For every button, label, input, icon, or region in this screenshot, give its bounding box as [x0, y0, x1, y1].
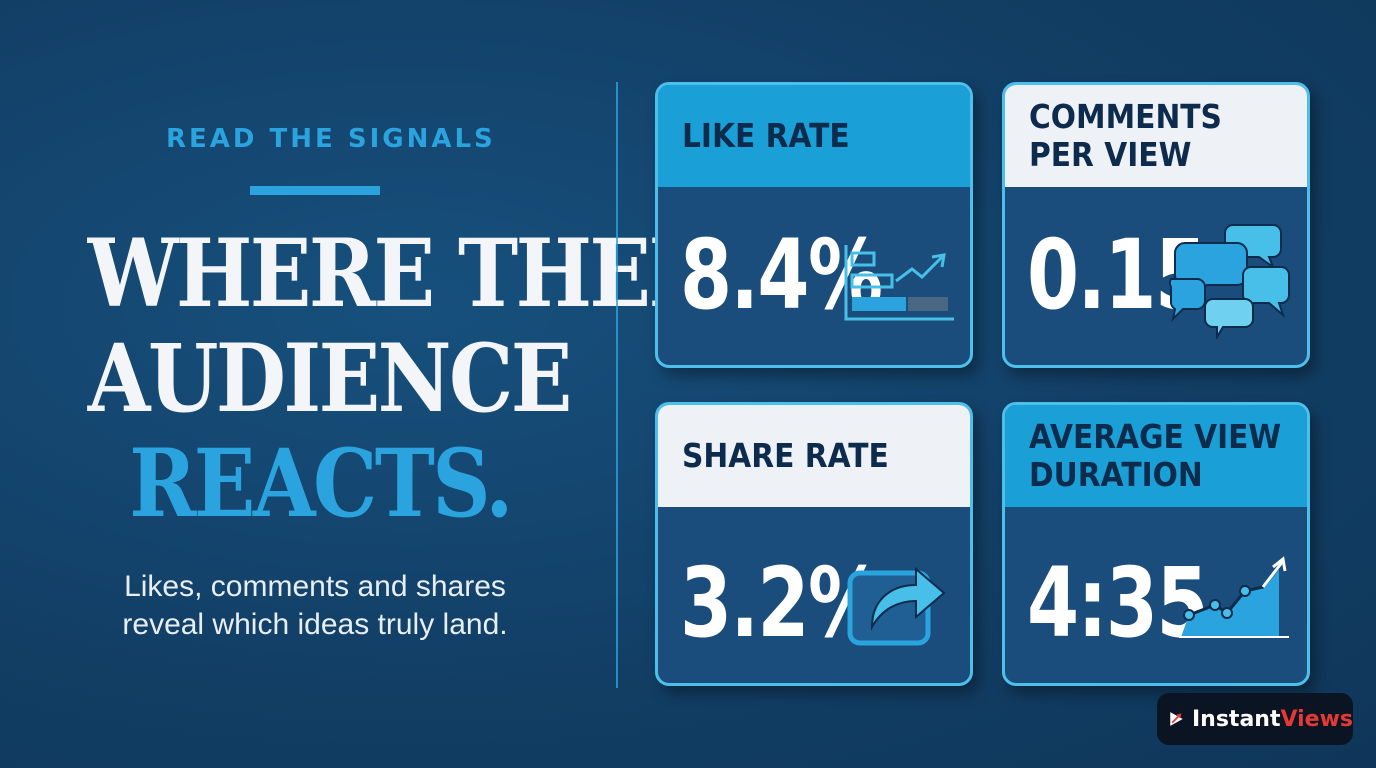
like-rate-value: 8.4% [680, 219, 883, 331]
subtext: Likes, comments and shares reveal which … [60, 568, 570, 644]
bar-chart-trend-icon [844, 245, 954, 321]
headline-line-1: WHERE THEIR [87, 219, 751, 329]
chat-bubbles-icon [1168, 224, 1290, 339]
average-view-duration-title-line-1: AVERAGE VIEW [1029, 417, 1282, 456]
headline-line-2: AUDIENCE [87, 324, 573, 434]
average-view-duration-value: 4:35 [1027, 547, 1209, 659]
share-arrow-icon [847, 566, 946, 646]
headline: WHERE THEIR AUDIENCE REACTS. [87, 219, 751, 539]
line-chart-up-icon [1179, 556, 1289, 638]
instantviews-logo: InstantViews [1157, 693, 1353, 745]
headline-line-3: REACTS. [129, 429, 513, 539]
logo-wordmark-part-2: Views [1280, 706, 1353, 732]
like-rate-title: LIKE RATE [682, 116, 850, 155]
comments-per-view-card: COMMENTS PER VIEW 0.15 [1002, 82, 1310, 368]
play-arrow-logo-icon [1170, 712, 1183, 726]
logo-wordmark: InstantViews [1192, 707, 1353, 732]
comments-per-view-card-header: COMMENTS PER VIEW [1005, 85, 1307, 187]
logo-wordmark-part-1: Instant [1191, 706, 1281, 732]
share-rate-card-header: SHARE RATE [658, 405, 970, 507]
subtext-line-2: reveal which ideas truly land. [122, 608, 508, 641]
subtext-line-1: Likes, comments and shares [124, 570, 506, 603]
vertical-divider [616, 82, 618, 688]
comments-per-view-title-line-2: PER VIEW [1029, 135, 1192, 174]
average-view-duration-title-line-2: DURATION [1029, 455, 1203, 494]
average-view-duration-card-header: AVERAGE VIEW DURATION [1005, 405, 1307, 507]
share-rate-card: SHARE RATE 3.2% [655, 402, 973, 686]
eyebrow-label: READ THE SIGNALS [166, 124, 496, 154]
average-view-duration-card: AVERAGE VIEW DURATION 4:35 [1002, 402, 1310, 686]
like-rate-card: LIKE RATE 8.4% [655, 82, 973, 368]
eyebrow-underline [250, 186, 380, 195]
like-rate-card-header: LIKE RATE [658, 85, 970, 187]
share-rate-title: SHARE RATE [682, 436, 889, 475]
comments-per-view-title-line-1: COMMENTS [1029, 97, 1222, 136]
